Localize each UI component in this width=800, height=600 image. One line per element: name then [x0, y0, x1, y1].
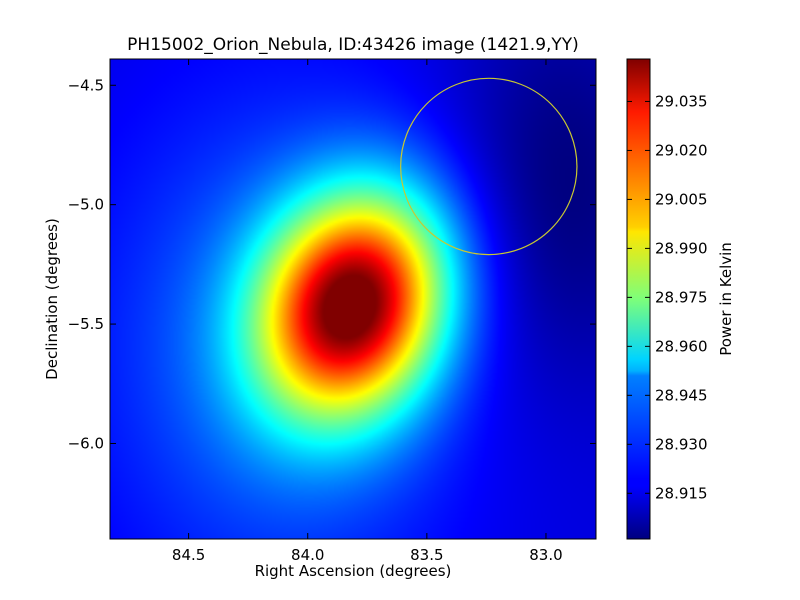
- y-tick-label: −4.5: [68, 76, 104, 94]
- y-axis-ticks: −4.5 −5.0 −5.5 −6.0: [68, 76, 596, 452]
- colorbar-ticks: 28.915 28.930 28.945 28.960 28.975 28.990 29.0…: [627, 92, 708, 502]
- colorbar-tick-label: 28.915: [655, 484, 708, 502]
- y-tick-label: −5.5: [68, 315, 104, 333]
- heatmap-image: [110, 59, 596, 539]
- colorbar-frame: [626, 58, 651, 540]
- plot-frame: [109, 58, 597, 540]
- colorbar-tick-label: 29.020: [655, 141, 708, 159]
- x-axis-ticks: 84.5 84.0 83.5 83.0: [172, 59, 563, 564]
- heatmap-plot-area: 84.5 84.0 83.5 83.0 −4.5 −5.0 −5.5 −6.0: [68, 58, 597, 564]
- colorbar-tick-label: 28.960: [655, 337, 708, 355]
- colorbar-tick-label: 28.975: [655, 288, 708, 306]
- colorbar-label: Power in Kelvin: [717, 242, 735, 356]
- y-tick-label: −6.0: [68, 434, 104, 452]
- y-tick-label: −5.0: [68, 196, 104, 214]
- colorbar-gradient: [627, 59, 650, 539]
- colorbar-tick-label: 28.990: [655, 239, 708, 257]
- colorbar: 28.915 28.930 28.945 28.960 28.975 28.990 29.0…: [626, 58, 708, 540]
- x-tick-label: 84.0: [291, 546, 324, 564]
- y-axis-label: Declination (degrees): [43, 218, 61, 380]
- x-tick-label: 83.0: [529, 546, 562, 564]
- colorbar-tick-label: 28.930: [655, 435, 708, 453]
- colorbar-tick-label: 29.005: [655, 190, 708, 208]
- chart-title: PH15002_Orion_Nebula, ID:43426 image (14…: [127, 35, 579, 55]
- x-axis-label: Right Ascension (degrees): [254, 562, 452, 580]
- x-tick-label: 83.5: [410, 546, 443, 564]
- colorbar-tick-label: 28.945: [655, 386, 708, 404]
- beam-circle: [400, 77, 578, 256]
- colorbar-tick-label: 29.035: [655, 92, 708, 110]
- x-tick-label: 84.5: [172, 546, 205, 564]
